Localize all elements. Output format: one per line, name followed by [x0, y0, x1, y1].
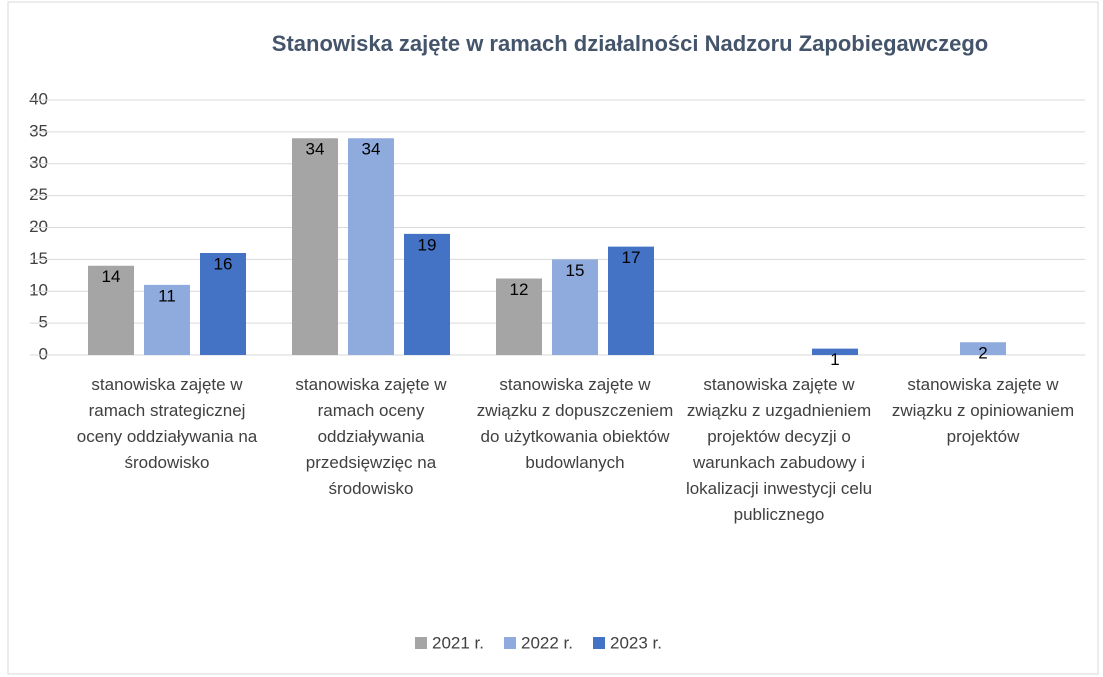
bar	[292, 138, 338, 355]
y-tick-label: 30	[29, 153, 48, 172]
data-label: 19	[418, 235, 437, 254]
data-label: 34	[306, 140, 325, 159]
x-tick-label: stanowiska zajęte w związku z uzgadnieni…	[685, 375, 873, 524]
y-tick-label: 35	[29, 121, 48, 140]
data-label: 11	[158, 286, 176, 305]
data-label: 34	[362, 140, 381, 159]
bar	[608, 246, 654, 355]
y-tick-label: 25	[29, 185, 48, 204]
x-tick-label: stanowiska zajęte w związku z opiniowani…	[891, 375, 1075, 446]
legend-label: 2023 r.	[610, 633, 662, 652]
data-label: 17	[622, 248, 641, 267]
bar	[200, 253, 246, 355]
bar	[404, 233, 450, 355]
data-label: 14	[102, 267, 121, 286]
bar	[348, 138, 394, 355]
y-tick-label: 20	[29, 217, 48, 236]
bar	[88, 265, 134, 355]
data-label: 2	[978, 344, 987, 363]
x-tick-label: stanowiska zajęte w związku z dopuszczen…	[476, 375, 674, 472]
legend-swatch	[593, 637, 605, 649]
data-label: 15	[566, 261, 585, 280]
data-label: 12	[510, 280, 529, 299]
x-tick-label: stanowiska zajęte w ramach strategicznej…	[76, 375, 258, 472]
y-tick-label: 10	[29, 281, 48, 300]
legend-swatch	[415, 637, 427, 649]
x-tick-label: stanowiska zajęte w ramach oceny oddział…	[295, 375, 447, 498]
bar	[552, 259, 598, 355]
data-label: 16	[214, 254, 233, 273]
legend-swatch	[504, 637, 516, 649]
bar	[960, 342, 1006, 355]
bar	[812, 348, 858, 355]
bar	[144, 284, 190, 355]
y-tick-label: 15	[29, 249, 48, 268]
y-tick-label: 0	[39, 344, 48, 363]
legend-label: 2022 r.	[521, 633, 573, 652]
y-tick-label: 5	[39, 313, 48, 332]
chart-title: Stanowiska zajęte w ramach działalności …	[272, 31, 988, 56]
y-tick-label: 40	[29, 89, 48, 108]
legend-label: 2021 r.	[432, 633, 484, 652]
data-label: 1	[830, 350, 839, 369]
bar	[496, 278, 542, 355]
